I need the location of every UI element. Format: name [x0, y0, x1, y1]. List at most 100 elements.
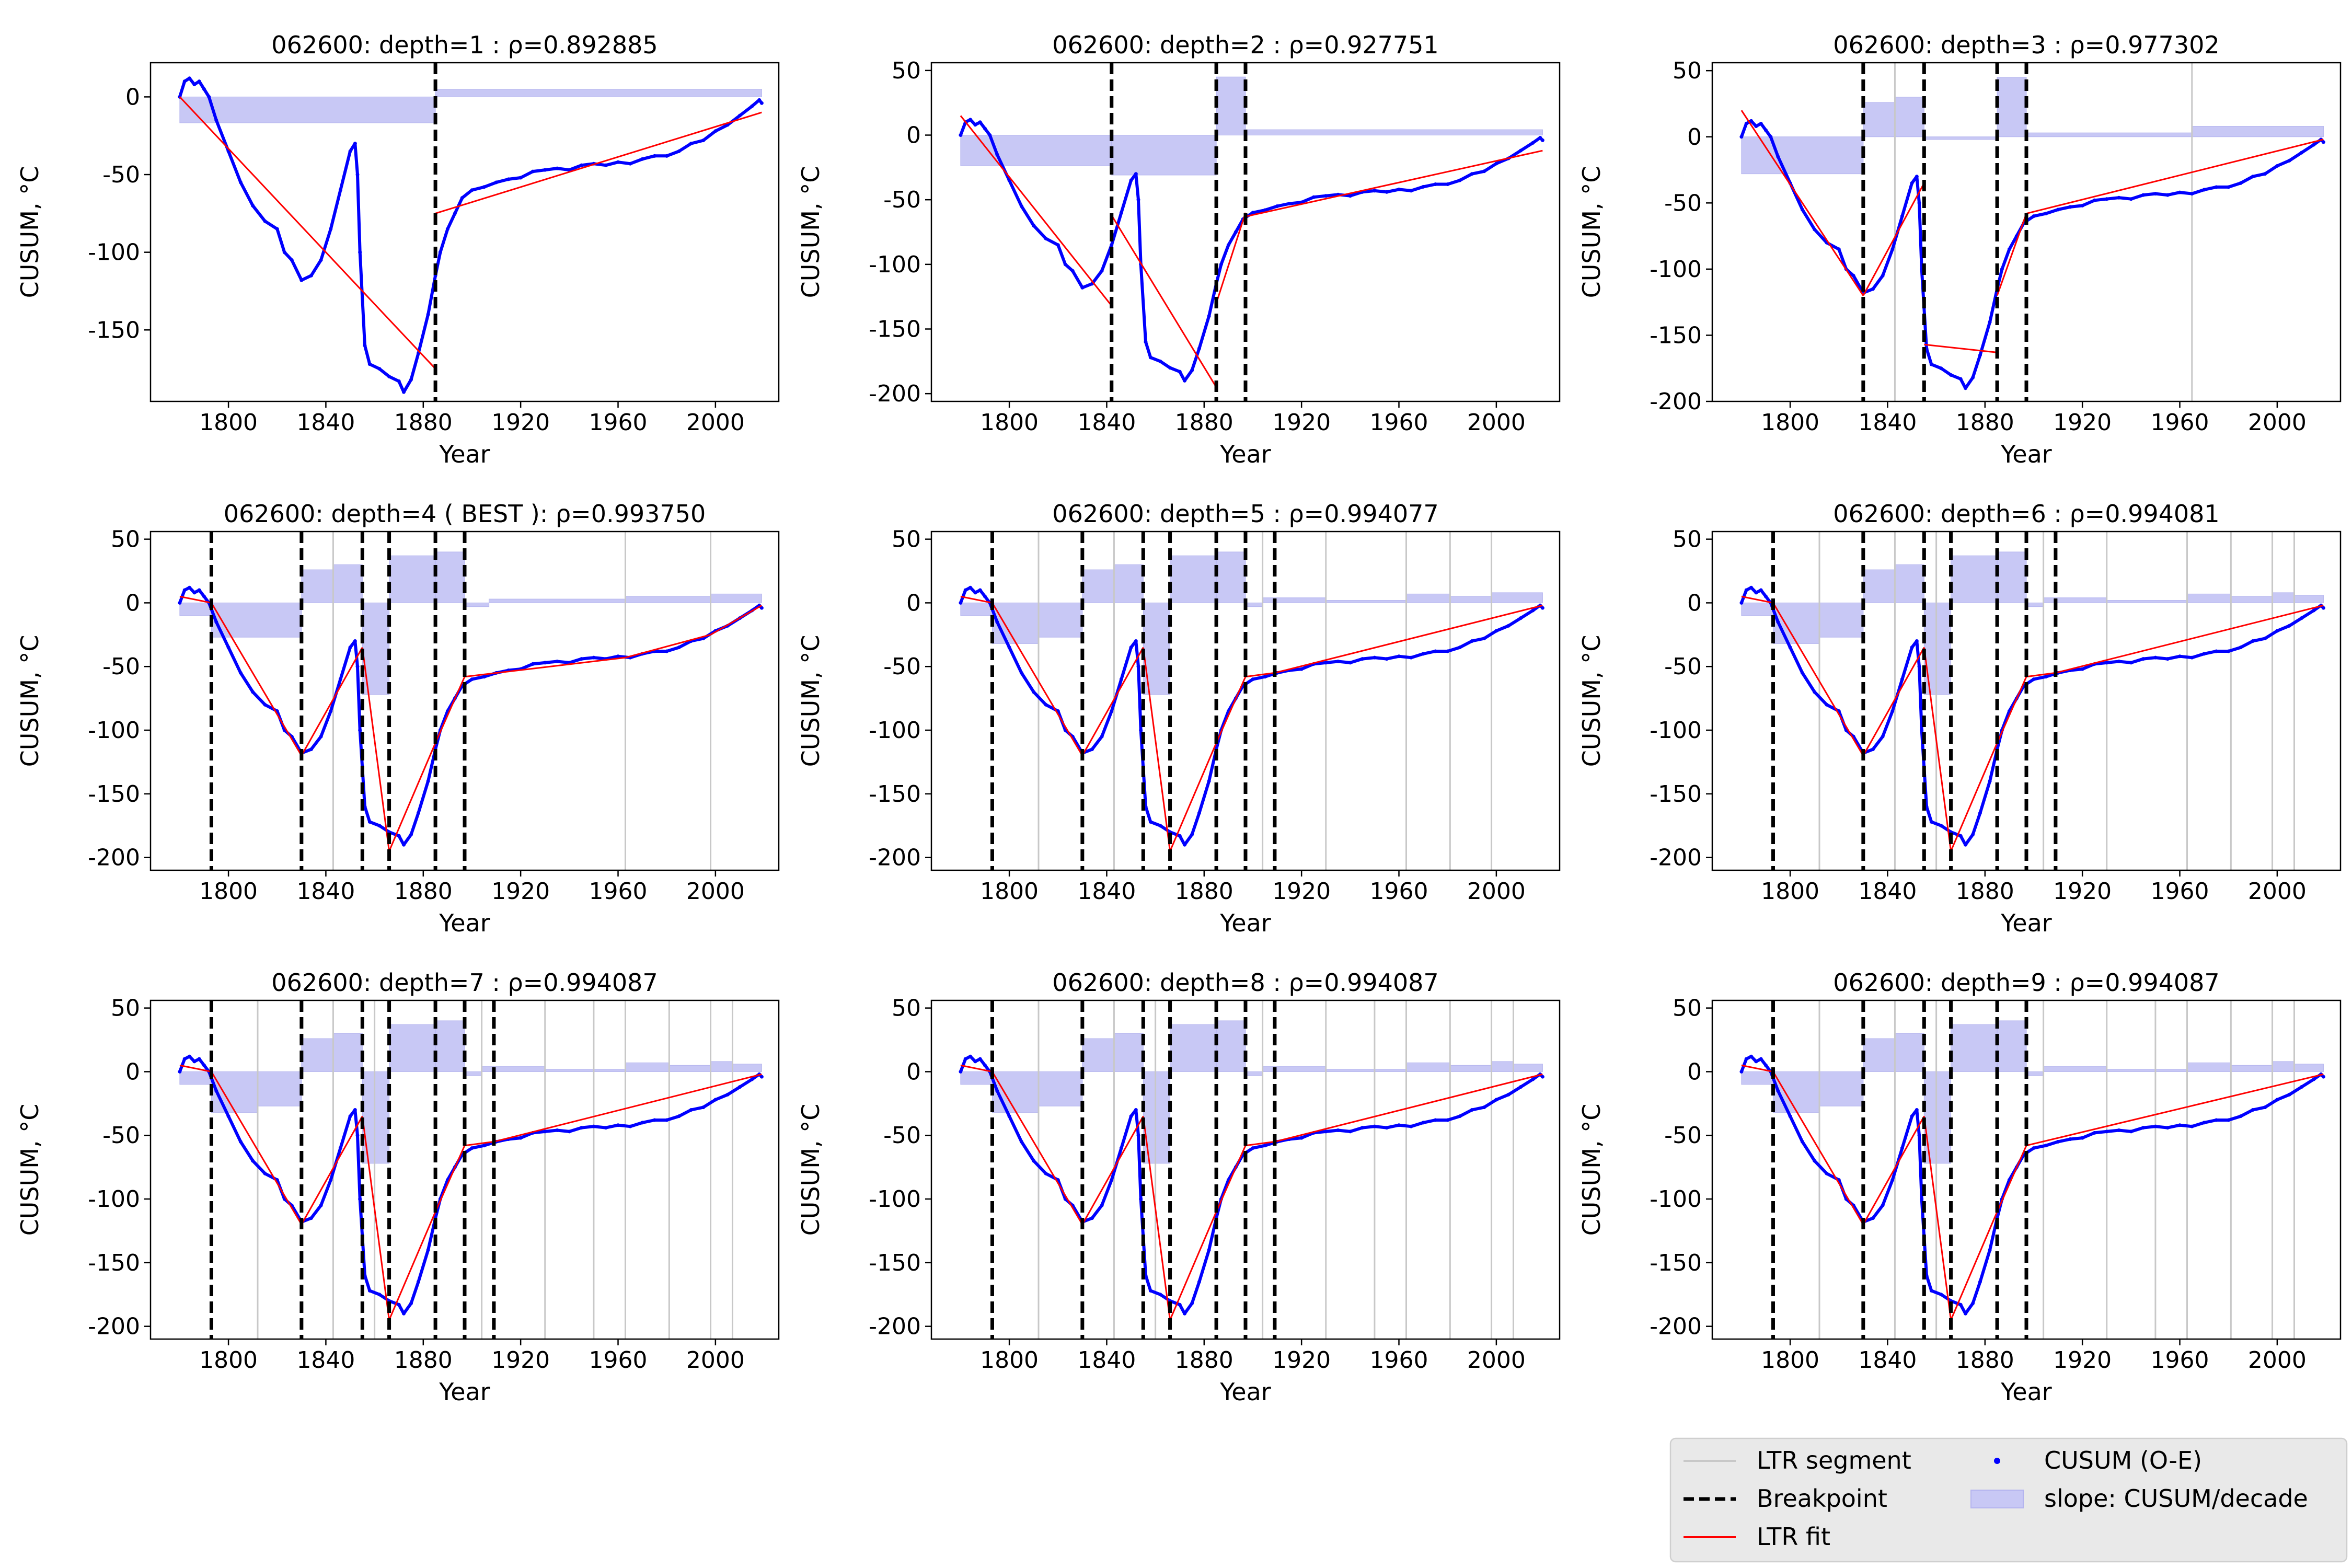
cusum-point: [2239, 181, 2243, 185]
cusum-point: [397, 834, 401, 838]
cusum-point: [737, 1085, 742, 1089]
cusum-point: [2141, 657, 2146, 661]
slope-bar: [2043, 1066, 2107, 1072]
subplot-3: 1800 1840 1880 1920 1960 2000 50 0 -50 -100 -150 -2…: [1577, 31, 2342, 468]
ltr-fit-line: [464, 1140, 494, 1147]
cusum-point: [1518, 616, 1523, 620]
cusum-point: [1958, 377, 1963, 381]
slope-bar: [2293, 595, 2324, 603]
y-tick-label: -100: [1650, 717, 1702, 744]
cusum-point: [1971, 1301, 1975, 1306]
cusum-point: [1518, 1085, 1523, 1089]
cusum-point: [329, 227, 333, 231]
slope-bar: [435, 89, 762, 97]
slope-bar: [1245, 129, 1543, 136]
cusum-point: [309, 273, 313, 278]
x-tick-label: 2000: [1467, 409, 1526, 436]
slope-bar: [1997, 551, 2027, 603]
x-tick-label: 1960: [2151, 409, 2209, 436]
cusum-point: [1421, 1121, 1425, 1125]
cusum-point: [1978, 353, 1982, 357]
cusum-point: [1311, 195, 1316, 199]
cusum-point: [1531, 141, 1535, 145]
cusum-point: [1958, 834, 1963, 838]
x-axis-label: Year: [1219, 909, 1271, 937]
x-tick-label: 1800: [1761, 409, 1819, 436]
cusum-point: [188, 1054, 192, 1058]
slope-bar: [960, 135, 1112, 166]
cusum-point: [1871, 1216, 1875, 1220]
cusum-point: [555, 659, 559, 663]
cusum-point: [2153, 1124, 2158, 1128]
slope-bar: [464, 602, 490, 607]
y-tick-label: -150: [1650, 322, 1702, 349]
cusum-point: [1251, 677, 1255, 682]
cusum-point: [214, 620, 218, 624]
cusum-point: [1917, 201, 1921, 205]
cusum-point: [1917, 1133, 1921, 1137]
cusum-point: [978, 1057, 982, 1061]
cusum-point: [1158, 1293, 1162, 1297]
cusum-point: [355, 664, 360, 668]
cusum-point: [319, 258, 323, 262]
cusum-point: [2080, 667, 2084, 671]
slope-bar: [1216, 551, 1246, 603]
cusum-point: [1540, 1075, 1544, 1079]
cusum-point: [963, 588, 967, 592]
ltr-fit-line: [493, 1073, 762, 1143]
cusum-point: [1949, 373, 1953, 377]
cusum-point: [1148, 355, 1152, 360]
legend-item: CUSUM (O-E): [1994, 1446, 2202, 1474]
subplot-title: 062600: depth=1 : ρ=0.892885: [271, 31, 658, 59]
cusum-point: [416, 811, 420, 815]
cusum-point: [1759, 121, 1763, 125]
cusum-point: [1800, 207, 1804, 212]
slope-bar: [1951, 555, 1998, 603]
cusum-point: [1139, 728, 1143, 732]
slope-bar: [1997, 1020, 2027, 1072]
y-tick-label: 50: [892, 57, 921, 84]
cusum-point: [377, 1293, 382, 1297]
cusum-point: [1183, 378, 1187, 383]
cusum-point: [2165, 1126, 2170, 1130]
cusum-point: [677, 1114, 681, 1119]
cusum-point: [1759, 1057, 1763, 1061]
plot-area: [959, 532, 1544, 870]
cusum-point: [1739, 601, 1744, 605]
cusum-point: [988, 133, 992, 137]
y-axis-label: CUSUM, °C: [1577, 1104, 1606, 1236]
y-tick-label: -150: [88, 1250, 140, 1276]
cusum-point: [959, 133, 963, 137]
ltr-fit-line: [179, 96, 436, 370]
cusum-point: [2044, 1144, 2048, 1148]
cusum-point: [518, 1136, 523, 1140]
cusum-point: [2312, 608, 2316, 613]
cusum-point: [1744, 588, 1748, 592]
slope-bar: [1216, 1020, 1246, 1072]
cusum-point: [2165, 657, 2170, 661]
slope-bar: [2186, 593, 2231, 603]
cusum-point: [426, 1248, 430, 1252]
x-tick-label: 1880: [1175, 1347, 1233, 1374]
slope-bar: [1819, 602, 1864, 638]
ltr-fit-line: [991, 602, 1083, 756]
x-axis-label: Year: [2000, 909, 2051, 937]
cusum-point: [2068, 1137, 2072, 1142]
cusum-point: [1197, 811, 1201, 815]
ltr-fit-line: [1772, 602, 1864, 756]
slope-bar: [1449, 596, 1492, 603]
cusum-point: [494, 180, 499, 185]
legend-item: LTR fit: [1684, 1523, 1830, 1551]
ltr-fit-line: [388, 1211, 436, 1321]
subplot-title: 062600: depth=5 : ρ=0.994077: [1052, 500, 1438, 528]
cusum-point: [1433, 182, 1437, 186]
cusum-point: [759, 606, 764, 610]
x-tick-label: 1960: [2151, 1347, 2209, 1374]
cusum-point: [263, 702, 267, 707]
cusum-point: [1978, 1279, 1982, 1284]
cusum-point: [995, 153, 999, 157]
axes-frame: [149, 531, 780, 871]
cusum-point: [238, 671, 243, 675]
cusum-point: [1056, 243, 1060, 247]
y-tick-label: -200: [1650, 1313, 1702, 1340]
